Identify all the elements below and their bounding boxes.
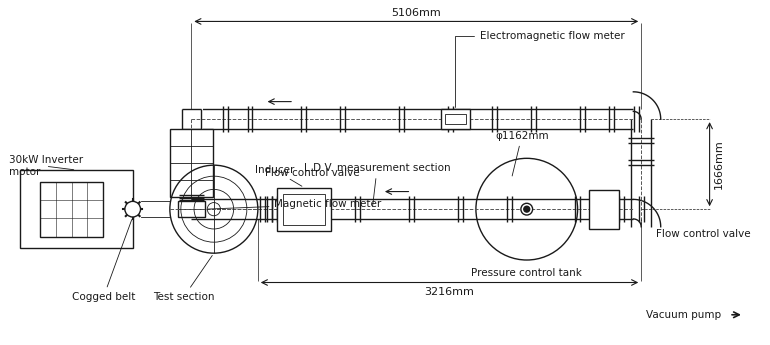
Text: Pressure control tank: Pressure control tank	[471, 268, 582, 278]
Bar	[170, 129, 213, 197]
Circle shape	[524, 206, 530, 212]
Text: L.D.V. measurement section: L.D.V. measurement section	[304, 163, 450, 206]
Text: Electromagnetic flow meter: Electromagnetic flow meter	[455, 31, 624, 107]
Text: Flow control valve: Flow control valve	[265, 168, 360, 178]
Text: Inducer: Inducer	[255, 165, 302, 186]
Circle shape	[521, 203, 533, 215]
Text: Flow control valve: Flow control valve	[656, 229, 751, 239]
Bar	[40, 182, 103, 237]
Text: Test section: Test section	[152, 255, 214, 302]
Text: Cogged belt: Cogged belt	[72, 220, 135, 302]
Text: 3216mm: 3216mm	[424, 287, 474, 297]
Text: 30kW Inverter
motor: 30kW Inverter motor	[8, 155, 82, 177]
Text: 5106mm: 5106mm	[391, 8, 441, 18]
Bar	[178, 201, 205, 217]
Text: 1666mm: 1666mm	[714, 139, 724, 189]
Bar	[179, 108, 203, 131]
Bar	[20, 170, 132, 248]
Bar	[283, 194, 326, 225]
Circle shape	[125, 201, 140, 217]
Text: Vacuum pump: Vacuum pump	[646, 310, 721, 320]
Bar	[277, 188, 331, 231]
Text: φ1162mm: φ1162mm	[495, 131, 549, 176]
Bar	[440, 109, 470, 129]
Bar	[589, 190, 618, 229]
Bar	[444, 114, 466, 124]
Text: Magnetic flow meter: Magnetic flow meter	[208, 199, 382, 209]
